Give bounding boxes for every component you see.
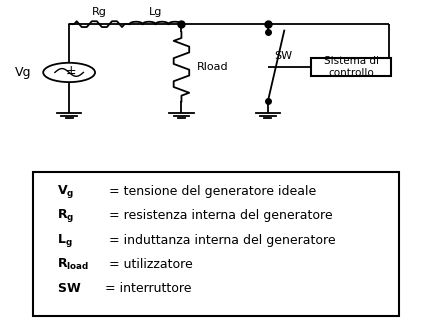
Text: Lg: Lg bbox=[149, 7, 162, 17]
Text: SW: SW bbox=[274, 51, 292, 61]
Text: = induttanza interna del generatore: = induttanza interna del generatore bbox=[105, 233, 336, 247]
Text: $\mathbf{R_g}$: $\mathbf{R_g}$ bbox=[57, 207, 74, 224]
Text: $\mathbf{R_{load}}$: $\mathbf{R_{load}}$ bbox=[57, 257, 89, 272]
Text: Rg: Rg bbox=[92, 7, 107, 17]
Text: −: − bbox=[66, 68, 76, 81]
Text: $\mathbf{V_g}$: $\mathbf{V_g}$ bbox=[57, 183, 74, 200]
Text: = utilizzatore: = utilizzatore bbox=[105, 258, 193, 271]
Text: Vg: Vg bbox=[15, 66, 32, 79]
Text: Rload: Rload bbox=[197, 62, 228, 72]
Text: Sistema di
controllo: Sistema di controllo bbox=[324, 56, 378, 78]
Text: +: + bbox=[66, 64, 76, 77]
Text: = resistenza interna del generatore: = resistenza interna del generatore bbox=[105, 209, 333, 223]
Text: = tensione del generatore ideale: = tensione del generatore ideale bbox=[105, 185, 317, 198]
Text: $\mathbf{L_g}$: $\mathbf{L_g}$ bbox=[57, 232, 72, 249]
Text: = interruttore: = interruttore bbox=[105, 282, 192, 295]
FancyBboxPatch shape bbox=[311, 58, 391, 76]
Text: $\mathbf{SW}$: $\mathbf{SW}$ bbox=[57, 282, 81, 295]
FancyBboxPatch shape bbox=[33, 172, 399, 316]
